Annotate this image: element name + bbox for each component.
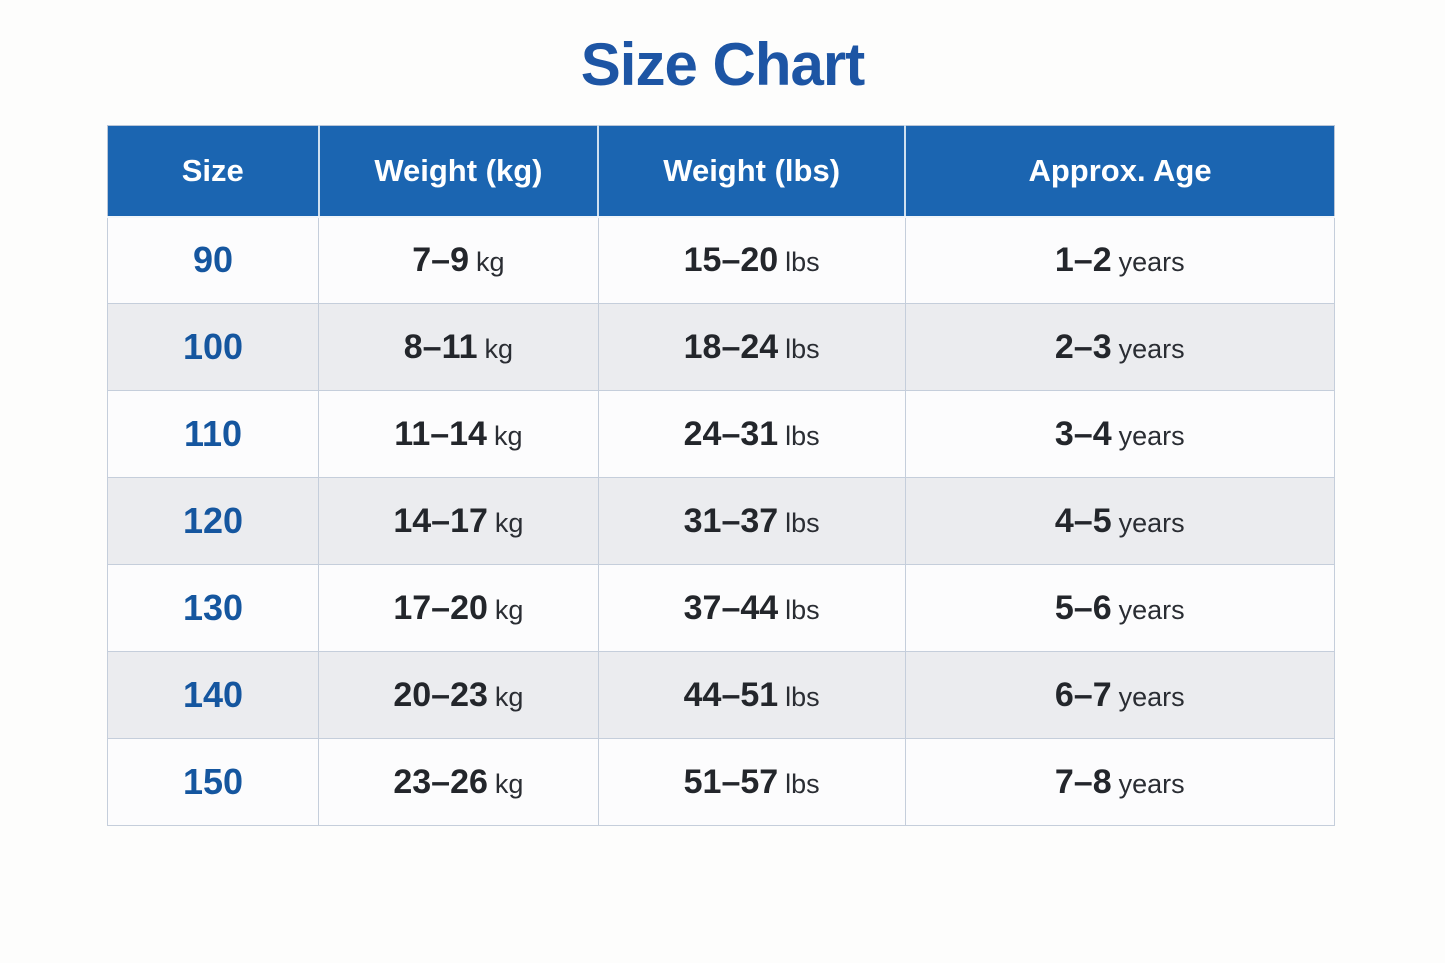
age-cell: 5–6 years [904, 564, 1336, 652]
kg-unit-label: kg [493, 420, 523, 451]
weight-lbs-value: 51–57 [683, 762, 779, 801]
header-size: Size [107, 125, 320, 218]
lbs-unit-label: lbs [785, 420, 820, 451]
weight-kg-cell: 14–17 kg [318, 477, 599, 565]
size-value: 100 [106, 303, 320, 391]
age-cell: 7–8 years [904, 738, 1336, 826]
size-chart-table: Size Weight (kg) Weight (lbs) Approx. Ag… [106, 125, 1336, 826]
table-body: 90 7–9 kg 15–20 lbs 1–2 years 100 8–11 kg 18… [106, 216, 1336, 826]
age-value: 3–4 [1054, 414, 1112, 453]
weight-lbs-value: 31–37 [683, 501, 779, 540]
table-row: 100 8–11 kg 18–24 lbs 2–3 years [106, 303, 1336, 391]
header-weight-kg: Weight (kg) [318, 125, 600, 218]
weight-kg-cell: 7–9 kg [318, 216, 599, 304]
lbs-unit-label: lbs [785, 246, 820, 277]
weight-lbs-cell: 18–24 lbs [597, 303, 906, 391]
weight-kg-value: 11–14 [394, 414, 487, 453]
weight-lbs-cell: 15–20 lbs [597, 216, 906, 304]
size-value: 90 [106, 216, 320, 304]
age-unit-label: years [1118, 594, 1185, 625]
weight-kg-cell: 17–20 kg [318, 564, 599, 652]
lbs-unit-label: lbs [785, 681, 820, 712]
weight-lbs-cell: 24–31 lbs [597, 390, 906, 478]
table-row: 140 20–23 kg 44–51 lbs 6–7 years [106, 651, 1336, 739]
age-unit-label: years [1118, 768, 1185, 799]
age-value: 5–6 [1054, 588, 1112, 627]
table-row: 120 14–17 kg 31–37 lbs 4–5 years [106, 477, 1336, 565]
weight-kg-value: 17–20 [393, 588, 488, 627]
header-approx-age: Approx. Age [905, 125, 1335, 218]
weight-lbs-cell: 37–44 lbs [597, 564, 906, 652]
size-value: 150 [106, 738, 320, 826]
weight-kg-cell: 20–23 kg [318, 651, 599, 739]
table-header: Size Weight (kg) Weight (lbs) Approx. Ag… [107, 125, 1335, 218]
lbs-unit-label: lbs [785, 594, 820, 625]
age-value: 7–8 [1054, 762, 1112, 801]
age-cell: 6–7 years [904, 651, 1336, 739]
age-cell: 2–3 years [904, 303, 1336, 391]
weight-lbs-cell: 44–51 lbs [597, 651, 906, 739]
age-value: 6–7 [1054, 675, 1112, 714]
weight-lbs-value: 18–24 [683, 327, 779, 366]
weight-kg-cell: 8–11 kg [318, 303, 599, 391]
age-unit-label: years [1118, 333, 1185, 364]
header-row: Size Weight (kg) Weight (lbs) Approx. Ag… [107, 125, 1335, 218]
size-value: 130 [106, 564, 320, 652]
weight-lbs-value: 15–20 [683, 240, 779, 279]
age-value: 1–2 [1054, 240, 1112, 279]
kg-unit-label: kg [484, 333, 514, 364]
lbs-unit-label: lbs [785, 768, 820, 799]
kg-unit-label: kg [494, 768, 524, 799]
lbs-unit-label: lbs [785, 333, 820, 364]
kg-unit-label: kg [494, 681, 524, 712]
age-value: 2–3 [1054, 327, 1112, 366]
weight-kg-value: 7–9 [412, 240, 469, 279]
weight-lbs-value: 24–31 [683, 414, 779, 453]
weight-kg-cell: 11–14 kg [318, 390, 599, 478]
weight-lbs-cell: 31–37 lbs [597, 477, 906, 565]
age-unit-label: years [1118, 681, 1185, 712]
size-value: 140 [106, 651, 320, 739]
weight-kg-value: 14–17 [393, 501, 488, 540]
page-title: Size Chart [580, 31, 865, 98]
table-row: 110 11–14 kg 24–31 lbs 3–4 years [106, 390, 1336, 478]
kg-unit-label: kg [476, 246, 505, 277]
table-row: 130 17–20 kg 37–44 lbs 5–6 years [106, 564, 1336, 652]
weight-lbs-value: 44–51 [683, 675, 779, 714]
weight-kg-cell: 23–26 kg [318, 738, 599, 826]
weight-kg-value: 8–11 [403, 327, 478, 366]
kg-unit-label: kg [494, 507, 524, 538]
age-unit-label: years [1118, 420, 1185, 451]
age-cell: 1–2 years [904, 216, 1336, 304]
weight-lbs-cell: 51–57 lbs [597, 738, 906, 826]
size-value: 120 [106, 477, 320, 565]
weight-lbs-value: 37–44 [683, 588, 779, 627]
weight-kg-value: 23–26 [393, 762, 488, 801]
age-value: 4–5 [1054, 501, 1112, 540]
header-weight-lbs: Weight (lbs) [598, 125, 907, 218]
age-unit-label: years [1118, 246, 1185, 277]
age-cell: 3–4 years [904, 390, 1336, 478]
table-row: 90 7–9 kg 15–20 lbs 1–2 years [106, 216, 1336, 304]
size-value: 110 [106, 390, 320, 478]
age-cell: 4–5 years [904, 477, 1336, 565]
kg-unit-label: kg [494, 594, 524, 625]
table-row: 150 23–26 kg 51–57 lbs 7–8 years [106, 738, 1336, 826]
age-unit-label: years [1118, 507, 1185, 538]
lbs-unit-label: lbs [785, 507, 820, 538]
weight-kg-value: 20–23 [393, 675, 488, 714]
